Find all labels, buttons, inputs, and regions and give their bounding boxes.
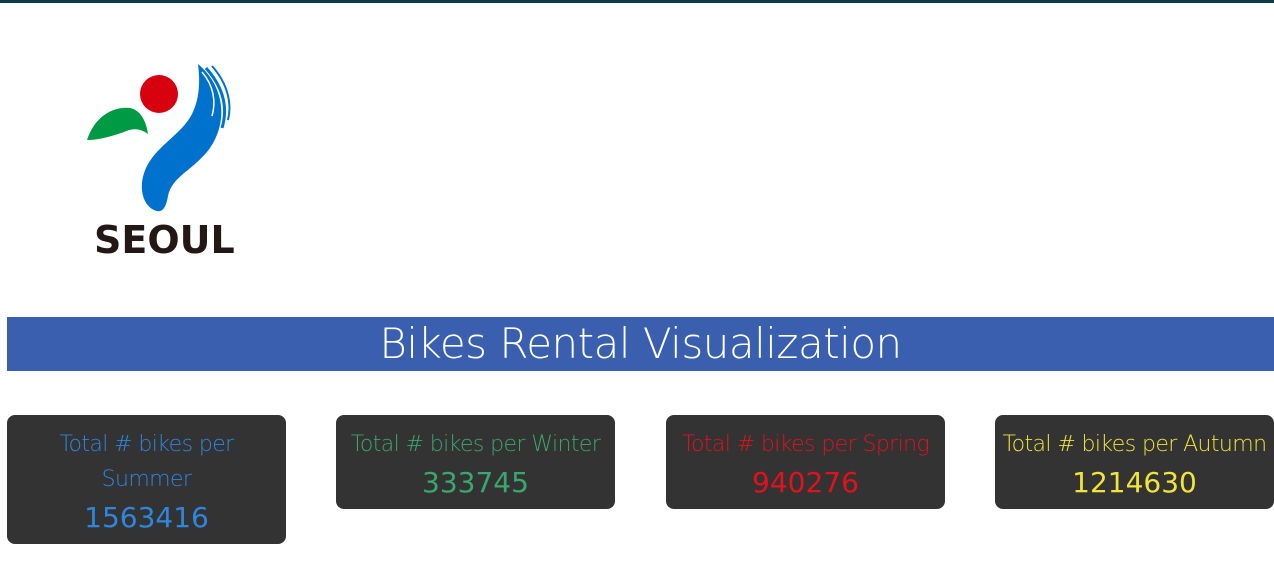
page-title: Bikes Rental Visualization — [7, 317, 1274, 371]
logo-text: SEOUL — [94, 218, 235, 262]
spring-stat-card: Total # bikes per Spring 940276 — [666, 415, 945, 509]
spring-value: 940276 — [752, 466, 859, 499]
summer-stat-card: Total # bikes per Summer 1563416 — [7, 415, 286, 544]
autumn-value: 1214630 — [1072, 466, 1197, 499]
seoul-logo: SEOUL — [82, 58, 235, 266]
top-border — [0, 0, 1274, 3]
summer-label: Total # bikes per Summer — [59, 432, 234, 492]
winter-stat-card: Total # bikes per Winter 333745 — [336, 415, 615, 509]
winter-label: Total # bikes per Winter — [350, 432, 601, 457]
spring-label: Total # bikes per Spring — [681, 432, 930, 457]
autumn-label: Total # bikes per Autumn — [1002, 432, 1268, 457]
winter-value: 333745 — [422, 466, 529, 499]
seoul-emblem-icon — [87, 64, 231, 212]
autumn-stat-card: Total # bikes per Autumn 1214630 — [995, 415, 1274, 509]
summer-value: 1563416 — [84, 501, 209, 534]
